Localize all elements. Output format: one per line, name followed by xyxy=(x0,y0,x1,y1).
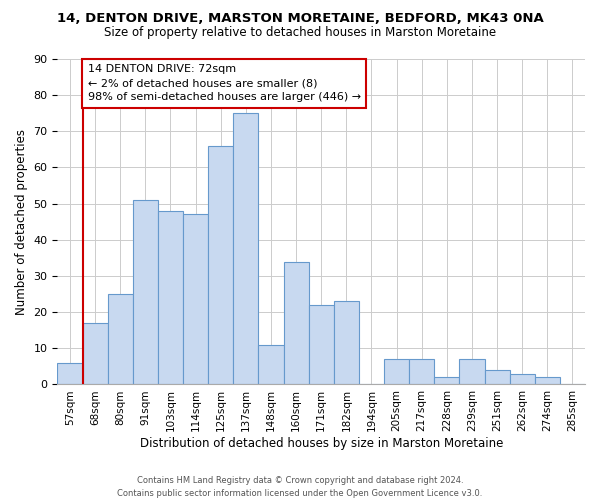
Text: 14, DENTON DRIVE, MARSTON MORETAINE, BEDFORD, MK43 0NA: 14, DENTON DRIVE, MARSTON MORETAINE, BED… xyxy=(56,12,544,26)
Bar xyxy=(509,374,535,384)
Bar xyxy=(308,305,334,384)
Bar xyxy=(208,146,233,384)
Bar xyxy=(334,302,359,384)
Y-axis label: Number of detached properties: Number of detached properties xyxy=(15,128,28,314)
Bar xyxy=(259,344,284,385)
X-axis label: Distribution of detached houses by size in Marston Moretaine: Distribution of detached houses by size … xyxy=(140,437,503,450)
Bar xyxy=(460,359,485,384)
Bar xyxy=(83,323,107,384)
Bar xyxy=(233,113,259,384)
Bar xyxy=(183,214,208,384)
Text: Contains HM Land Registry data © Crown copyright and database right 2024.
Contai: Contains HM Land Registry data © Crown c… xyxy=(118,476,482,498)
Text: 14 DENTON DRIVE: 72sqm
← 2% of detached houses are smaller (8)
98% of semi-detac: 14 DENTON DRIVE: 72sqm ← 2% of detached … xyxy=(88,64,361,102)
Bar xyxy=(284,262,308,384)
Bar xyxy=(133,200,158,384)
Bar xyxy=(409,359,434,384)
Bar xyxy=(384,359,409,384)
Text: Size of property relative to detached houses in Marston Moretaine: Size of property relative to detached ho… xyxy=(104,26,496,39)
Bar xyxy=(158,211,183,384)
Bar xyxy=(434,377,460,384)
Bar xyxy=(58,363,83,384)
Bar xyxy=(107,294,133,384)
Bar xyxy=(485,370,509,384)
Bar xyxy=(535,377,560,384)
